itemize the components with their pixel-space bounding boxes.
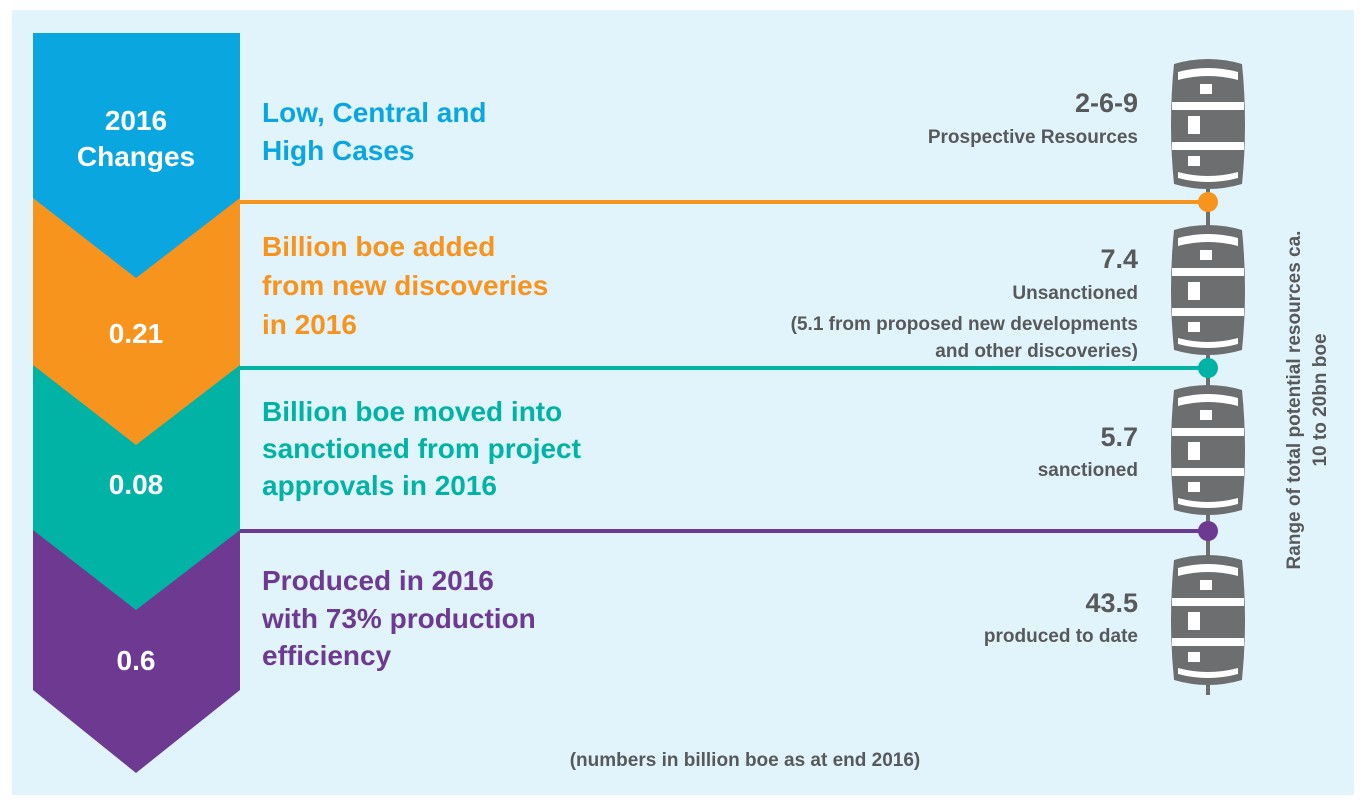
resource-label: sanctioned (1038, 460, 1138, 481)
barrel-icon (1171, 225, 1245, 355)
resource-value: 43.5 (1085, 588, 1138, 618)
connector-dot (1198, 192, 1218, 212)
description: High Cases (262, 135, 415, 166)
description: from new discoveries (262, 270, 548, 301)
chevron-title: Changes (77, 141, 195, 172)
resource-value: 2-6-9 (1075, 88, 1138, 118)
change-value: 0.21 (109, 318, 164, 349)
barrel-icon (1171, 555, 1245, 685)
chevron (33, 365, 240, 610)
description: Billion boe added (262, 231, 495, 262)
chevrons (33, 33, 240, 773)
change-value: 0.6 (117, 645, 156, 676)
side-note: Range of total potential resources ca. (1284, 231, 1305, 570)
resource-label: Unsanctioned (1012, 283, 1138, 304)
description: Low, Central and (262, 97, 487, 128)
description: Billion boe moved into (262, 396, 562, 427)
description: approvals in 2016 (262, 470, 497, 501)
resource-note: (5.1 from proposed new developments (791, 314, 1138, 335)
resource-label: Prospective Resources (928, 127, 1138, 148)
chevron (33, 530, 240, 773)
footer-note: (numbers in billion boe as at end 2016) (570, 750, 921, 771)
description: with 73% production (261, 603, 536, 634)
chevron-title: 2016 (105, 105, 167, 136)
connectors (240, 192, 1218, 541)
connector-dot (1198, 358, 1218, 378)
description: in 2016 (262, 309, 357, 340)
resource-value: 5.7 (1100, 422, 1138, 452)
description: sanctioned from project (262, 433, 581, 464)
description: efficiency (262, 640, 392, 671)
barrel-icon (1171, 59, 1245, 189)
chevron (33, 33, 240, 278)
resource-label: produced to date (984, 626, 1138, 647)
chevron (33, 198, 240, 445)
change-value: 0.08 (109, 469, 164, 500)
description: Produced in 2016 (262, 565, 494, 596)
barrel-icon (1171, 385, 1245, 515)
side-note: 10 to 20bn boe (1310, 333, 1331, 466)
resource-value: 7.4 (1100, 244, 1138, 274)
resource-note: and other discoveries) (935, 341, 1138, 362)
connector-dot (1198, 521, 1218, 541)
